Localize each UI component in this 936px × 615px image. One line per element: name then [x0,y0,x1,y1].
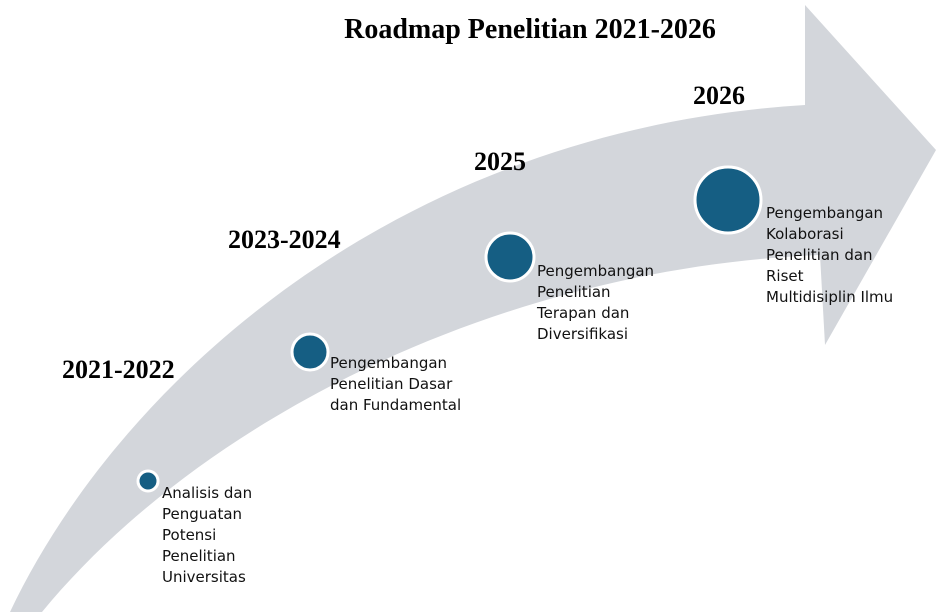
stage-dot [484,231,536,283]
stage-description: Pengembangan Kolaborasi Penelitian dan Rise… [766,204,893,306]
description-line: Kolaborasi [766,225,844,243]
stage-dot [693,165,763,235]
description-line: Pengembangan [537,262,654,280]
stage-description: Pengembangan Penelitian Dasar dan Fundamen… [330,354,461,414]
stage-year: 2023-2024 [228,225,341,254]
stage-dot [136,469,160,493]
description-line: Pengembangan [330,354,447,372]
description-line: Diversifikasi [537,325,628,343]
description-line: Analisis dan [162,484,252,502]
title: Roadmap Penelitian 2021-2026 [344,14,716,45]
stage-description: Pengembangan Penelitian Terapan dan Diversi… [536,262,654,343]
description-line: Universitas [162,568,246,586]
arrow [10,5,936,612]
description-line: Riset [766,267,804,285]
description-line: Penelitian [537,283,611,301]
stage-dot [290,332,330,372]
description-line: Pengembangan [766,204,883,222]
description-line: Terapan dan [536,304,629,322]
description-line: Potensi [162,526,216,544]
description-line: dan Fundamental [330,396,461,414]
description-line: Penelitian [162,547,236,565]
description-line: Penguatan [162,505,242,523]
stage-year: 2025 [474,147,526,176]
description-line: Penelitian Dasar [330,375,453,393]
stage-year: 2026 [693,81,745,110]
stage-description: Analisis dan Penguatan Potensi Penelitian Un… [162,484,252,586]
stage-year: 2021-2022 [62,355,175,384]
description-line: Penelitian dan [766,246,873,264]
description-line: Multidisiplin Ilmu [766,288,893,306]
